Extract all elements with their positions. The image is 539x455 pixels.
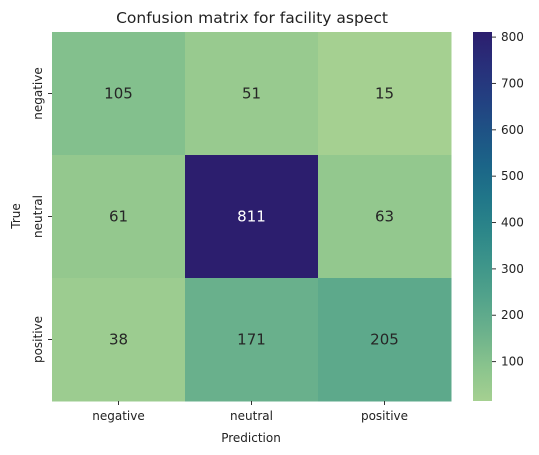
cell-value-label: 61 <box>109 208 128 226</box>
heatmap-cell <box>318 32 452 156</box>
heatmap-cell <box>52 32 186 156</box>
x-tick-label: negative <box>92 409 144 423</box>
cell-value-label: 205 <box>370 331 399 349</box>
colorbar-gradient <box>473 32 492 401</box>
cell-value-label: 811 <box>237 208 266 226</box>
x-tick-label: positive <box>361 409 408 423</box>
heatmap-cell <box>52 278 186 402</box>
colorbar-tick-label: 500 <box>501 169 524 183</box>
cell-value-label: 38 <box>109 331 128 349</box>
cell-value-label: 63 <box>375 208 394 226</box>
colorbar: 100 200 300 400 500 600 700 800 <box>473 30 524 401</box>
colorbar-tick-label: 300 <box>501 262 524 276</box>
x-axis-label: Prediction <box>221 431 281 445</box>
colorbar-tick-label: 100 <box>501 355 524 369</box>
colorbar-tick-label: 700 <box>501 76 524 90</box>
heatmap-cell <box>52 155 186 279</box>
heatmap-cells: 105 51 15 61 811 63 38 171 205 <box>52 32 452 402</box>
colorbar-tick-label: 800 <box>501 30 524 44</box>
y-tick-label: neutral <box>31 195 45 238</box>
cell-value-label: 15 <box>375 85 394 103</box>
y-tick-label: positive <box>31 316 45 363</box>
y-tick-label: negative <box>31 67 45 119</box>
heatmap-cell <box>318 155 452 279</box>
cell-value-label: 171 <box>237 331 266 349</box>
heatmap-cell <box>185 32 319 156</box>
cell-value-label: 105 <box>104 85 133 103</box>
colorbar-tick-label: 600 <box>501 123 524 137</box>
colorbar-tick-label: 200 <box>501 308 524 322</box>
heatmap-cell <box>318 278 452 402</box>
y-axis-label: True <box>9 203 23 230</box>
chart-title: Confusion matrix for facility aspect <box>116 9 388 27</box>
cell-value-label: 51 <box>242 85 261 103</box>
heatmap-cell <box>185 155 319 279</box>
y-axis: negative neutral positive <box>31 67 52 363</box>
x-tick-label: neutral <box>230 409 273 423</box>
heatmap-cell <box>185 278 319 402</box>
colorbar-tick-label: 400 <box>501 216 524 230</box>
x-axis: negative neutral positive <box>92 401 408 423</box>
